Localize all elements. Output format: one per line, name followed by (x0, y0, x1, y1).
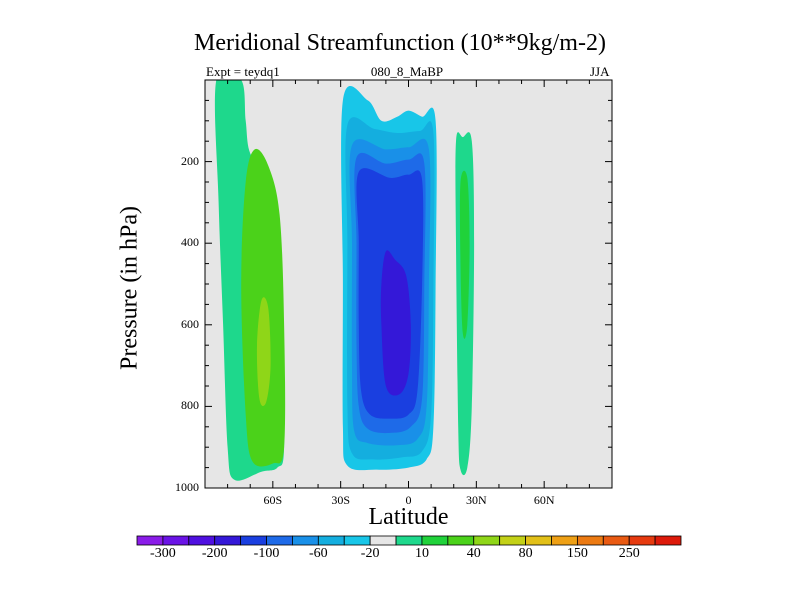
colorbar-box (292, 535, 319, 546)
chart-title: Meridional Streamfunction (10**9kg/m-2) (194, 30, 606, 56)
colorbar-box (188, 535, 216, 546)
colorbar-label: -200 (201, 546, 228, 561)
colorbar-box (240, 535, 267, 546)
colorbar-box (447, 535, 475, 546)
colorbar-box (266, 535, 293, 546)
time-label: 080_8_MaBP (370, 64, 444, 79)
colorbar-box (395, 535, 423, 546)
season-label: JJA (590, 64, 610, 79)
contour-layer (205, 80, 612, 488)
colorbar (136, 535, 682, 546)
x-tick-label: 30N (465, 493, 487, 507)
colorbar-label: 80 (518, 546, 533, 561)
colorbar-label: 40 (466, 546, 481, 561)
nh-cell-20 (459, 170, 470, 339)
colorbar-box (473, 535, 501, 546)
nh-south-10 (487, 194, 502, 444)
colorbar-label: -100 (253, 546, 280, 561)
x-tick-label: 30S (331, 493, 350, 507)
colorbar-box (136, 535, 164, 546)
colorbar-box (317, 535, 345, 546)
colorbar-label: 150 (566, 546, 588, 561)
colorbar-label: 10 (414, 546, 429, 561)
y-tick-label: 400 (181, 235, 199, 250)
x-tick-label: 60N (533, 493, 555, 507)
colorbar-box (421, 535, 449, 546)
colorbar-label: -20 (360, 546, 380, 561)
colorbar-label: -300 (150, 546, 176, 561)
y-tick-label: 1000 (175, 480, 199, 494)
sh-cell-60 (256, 297, 271, 407)
colorbar-box (551, 535, 578, 546)
colorbar-label: -60 (308, 546, 328, 561)
colorbar-box (602, 535, 630, 546)
colorbar-label: 250 (618, 546, 640, 561)
colorbar-box (499, 535, 526, 546)
y-tick-label: 800 (181, 398, 199, 413)
x-axis-label: Latitude (368, 504, 449, 530)
x-tick-label: 60S (263, 493, 283, 507)
x-tick-label: 0 (405, 493, 412, 507)
colorbar-box (162, 535, 190, 546)
y-tick-label: 200 (181, 153, 199, 168)
y-tick-label: 600 (181, 316, 199, 331)
colorbar-box (343, 535, 371, 546)
colorbar-box (576, 535, 604, 546)
y-axis-label: Pressure (in hPa) (116, 206, 143, 370)
colorbar-box (525, 535, 552, 546)
colorbar-box (628, 535, 656, 546)
experiment-label: Expt = teydq1 (206, 64, 280, 79)
axis-ticks (205, 80, 612, 488)
hadley-150 (380, 250, 411, 396)
colorbar-box (369, 535, 397, 546)
colorbar-box (654, 535, 682, 546)
colorbar-box (214, 535, 242, 546)
